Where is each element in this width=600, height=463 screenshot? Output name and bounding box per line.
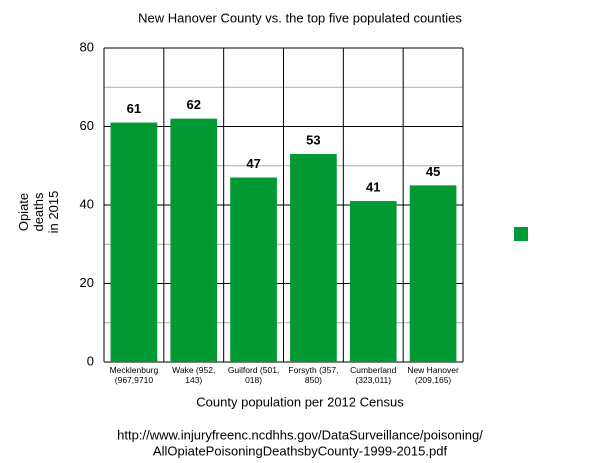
x-tick-label-box: Guilford (501, 018) xyxy=(227,365,280,385)
source-line: AllOpiatePoisoningDeathsbyCounty-1999-20… xyxy=(153,443,448,458)
bar xyxy=(170,118,218,363)
bar xyxy=(409,185,457,362)
data-label: 41 xyxy=(366,180,380,195)
x-tick-label: Cumberland (323,011) xyxy=(350,365,397,385)
x-tick-label-box: Wake (952, 143) xyxy=(172,365,216,385)
data-label: 53 xyxy=(306,132,320,147)
bar xyxy=(290,153,337,362)
y-tick-label: 80 xyxy=(80,39,94,54)
x-tick-label-box: New Hanover (209,165) xyxy=(407,365,459,385)
x-tick-label: New Hanover (209,165) xyxy=(407,365,459,385)
y-tick-label: 0 xyxy=(87,353,94,368)
y-axis-label-box: Opiate deaths in 2015 xyxy=(16,190,61,234)
x-tick-label-box: Cumberland (323,011) xyxy=(350,365,397,385)
data-label: 45 xyxy=(426,164,440,179)
chart-title: New Hanover County vs. the top five popu… xyxy=(138,10,462,25)
y-axis-label: Opiate deaths in 2015 xyxy=(16,190,61,234)
data-label: 61 xyxy=(127,101,141,116)
x-tick-label-box: Forsyth (357, 850) xyxy=(288,365,339,385)
y-tick-label: 40 xyxy=(80,196,94,211)
legend-swatch xyxy=(514,227,528,241)
bar xyxy=(230,177,277,362)
bar xyxy=(349,201,397,362)
y-tick-label: 20 xyxy=(80,275,94,290)
x-tick-label: Mecklenburg (967,9710 xyxy=(109,365,159,385)
x-tick-label: Forsyth (357, 850) xyxy=(288,365,339,385)
x-axis-label: County population per 2012 Census xyxy=(196,394,404,409)
bar xyxy=(110,122,158,362)
data-label: 62 xyxy=(187,97,201,112)
x-tick-label: Wake (952, 143) xyxy=(172,365,216,385)
y-tick-label: 60 xyxy=(80,118,94,133)
x-tick-label-box: Mecklenburg (967,9710 xyxy=(109,365,159,385)
source-line: http://www.injuryfreenc.ncdhhs.gov/DataS… xyxy=(117,427,483,442)
data-label: 47 xyxy=(246,156,260,171)
x-tick-label: Guilford (501, 018) xyxy=(227,365,280,385)
